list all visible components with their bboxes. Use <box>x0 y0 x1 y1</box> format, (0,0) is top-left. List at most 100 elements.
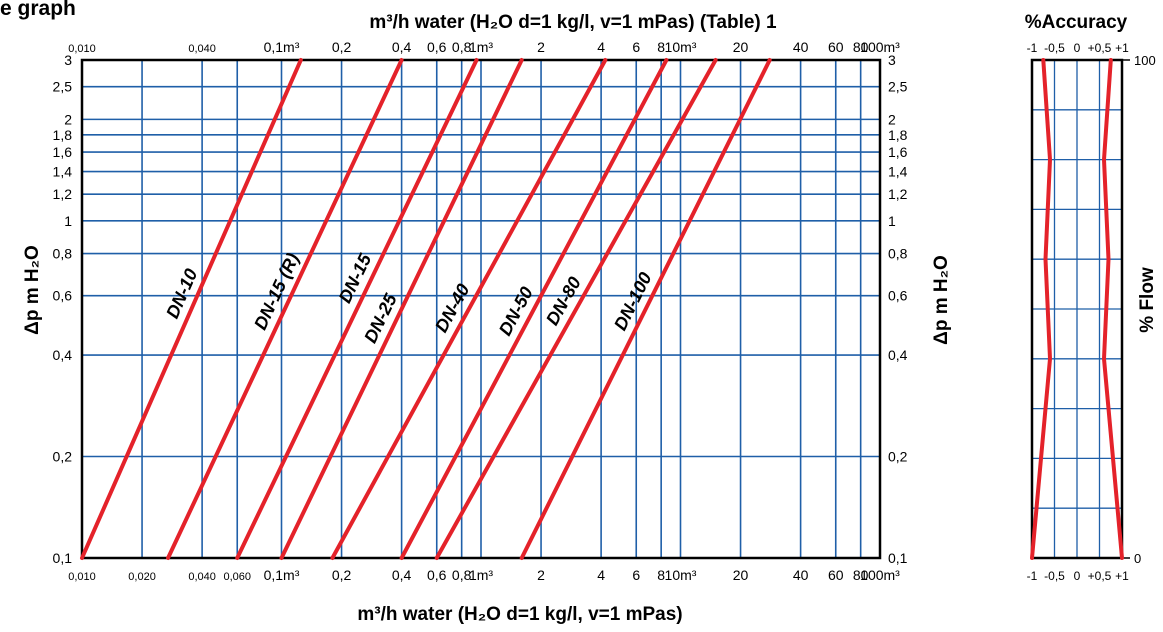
x-tick-label-bottom: 0,010 <box>68 571 96 583</box>
y-tick-label-left: 0,6 <box>53 288 73 304</box>
accuracy-y-tick-label: 0 <box>1134 551 1141 566</box>
series-label: DN-10 <box>162 266 201 322</box>
x-tick-label-top: 40 <box>793 39 809 55</box>
x-tick-label-bottom: 40 <box>793 567 809 583</box>
series-lines <box>80 58 772 560</box>
x-tick-label-bottom: 0,8 <box>452 567 472 583</box>
x-tick-label-bottom: 8 <box>657 567 665 583</box>
x-tick-label-bottom: 0,060 <box>223 571 251 583</box>
main-chart-title: m³/h water (H₂O d=1 kg/l, v=1 mPas) (Tab… <box>369 12 777 33</box>
accuracy-curve <box>1102 58 1124 560</box>
x-tick-label-top: 0,4 <box>392 39 412 55</box>
series-line <box>235 58 479 560</box>
tick-labels: 0,010 0,020 0,040 0,060 0,1m³ 0,2 0,4 0,6 0,81m³… <box>53 39 908 583</box>
x-tick-label-bottom: 0,2 <box>332 567 352 583</box>
x-tick-label-bottom: 0,6 <box>427 567 447 583</box>
x-tick-label-bottom: 0,040 <box>188 571 216 583</box>
x-tick-label-top: 8 <box>657 39 665 55</box>
x-tick-label-bottom: 6 <box>632 567 640 583</box>
series-line <box>399 58 669 560</box>
x-tick-label-top: 0,2 <box>332 39 352 55</box>
x-tick-label-bottom: 100m³ <box>860 567 900 583</box>
y-tick-label-right: 1,2 <box>888 186 908 202</box>
y-tick-label-right: 0,2 <box>888 449 908 465</box>
x-tick-label-top: 4 <box>597 39 605 55</box>
page-title-fragment: e graph <box>0 0 76 20</box>
y-tick-label-left: 2 <box>64 111 72 127</box>
y-tick-label-left: 1,2 <box>53 186 73 202</box>
accuracy-y-axis-label: % Flow <box>1137 267 1158 333</box>
grid <box>80 58 882 560</box>
y-tick-label-right: 3 <box>888 52 896 68</box>
y-tick-label-left: 0,4 <box>53 347 73 363</box>
x-tick-label-bottom: 0,020 <box>128 571 156 583</box>
series-line <box>279 58 524 560</box>
y-tick-label-right: 0,8 <box>888 246 908 262</box>
y-axis-label-left: Δp m H₂O <box>22 245 43 335</box>
y-tick-label-right: 2,5 <box>888 79 908 95</box>
x-tick-label-bottom: 20 <box>733 567 749 583</box>
y-tick-label-left: 1,6 <box>53 144 73 160</box>
x-tick-label-top: 60 <box>828 39 844 55</box>
x-tick-label-top: 0,1m³ <box>264 39 300 55</box>
x-tick-label-top: 100m³ <box>860 39 900 55</box>
x-tick-label-bottom: 1m³ <box>469 567 493 583</box>
y-tick-label-right: 2 <box>888 111 896 127</box>
x-tick-label-bottom: 0,4 <box>392 567 412 583</box>
y-axis-label-right: Δp m H₂O <box>931 255 952 345</box>
x-tick-label-top: 2 <box>537 39 545 55</box>
x-tick-label-bottom: 10m³ <box>665 567 697 583</box>
y-tick-label-right: 0,1 <box>888 550 908 566</box>
y-tick-label-right: 1,4 <box>888 164 908 180</box>
accuracy-x-tick-top: +0,5 <box>1088 41 1112 55</box>
y-tick-label-left: 0,2 <box>53 449 73 465</box>
plot-frame <box>80 58 882 560</box>
y-tick-label-left: 2,5 <box>53 79 73 95</box>
accuracy-x-tick-bottom: +0,5 <box>1088 569 1112 583</box>
series-line <box>434 58 718 560</box>
y-tick-label-left: 1 <box>64 213 72 229</box>
series-label: DN-25 <box>360 290 401 346</box>
x-tick-label-top: 0,8 <box>452 39 472 55</box>
y-tick-label-left: 1,4 <box>53 164 73 180</box>
series-line <box>80 58 303 560</box>
y-tick-label-left: 0,8 <box>53 246 73 262</box>
x-tick-label-bottom: 0,1m³ <box>264 567 300 583</box>
x-tick-label-top: 0,6 <box>427 39 447 55</box>
accuracy-y-tick-label: 100 <box>1134 53 1156 68</box>
x-tick-label-top: 0,040 <box>188 43 216 55</box>
x-tick-label-top: 1m³ <box>469 39 493 55</box>
x-tick-label-top: 80 <box>853 39 869 55</box>
x-tick-label-bottom: 60 <box>828 567 844 583</box>
x-tick-label-bottom: 2 <box>537 567 545 583</box>
x-tick-label-top: 20 <box>733 39 749 55</box>
y-tick-label-left: 1,8 <box>53 127 73 143</box>
y-tick-label-right: 1,8 <box>888 127 908 143</box>
y-tick-label-right: 0,4 <box>888 347 908 363</box>
y-tick-label-left: 0,1 <box>53 550 73 566</box>
series-line <box>166 58 404 560</box>
series-line <box>519 58 772 560</box>
x-tick-label-top: 0,010 <box>68 43 96 55</box>
accuracy-curve <box>1030 58 1052 560</box>
x-tick-label-bottom: 80 <box>853 567 869 583</box>
accuracy-frame <box>1030 58 1124 560</box>
x-tick-label-top: 6 <box>632 39 640 55</box>
series-line <box>330 58 608 560</box>
y-tick-label-right: 1 <box>888 213 896 229</box>
x-tick-label-bottom: 4 <box>597 567 605 583</box>
y-tick-label-left: 3 <box>64 52 72 68</box>
accuracy-x-tick-bottom: 0 <box>1074 569 1081 583</box>
accuracy-x-tick-top: -0,5 <box>1044 41 1065 55</box>
x-tick-label-top: 10m³ <box>665 39 697 55</box>
accuracy-x-tick-bottom: -1 <box>1027 569 1038 583</box>
y-tick-label-right: 1,6 <box>888 144 908 160</box>
accuracy-x-tick-top: 0 <box>1074 41 1081 55</box>
x-axis-label: m³/h water (H₂O d=1 kg/l, v=1 mPas) <box>357 604 682 625</box>
y-tick-label-right: 0,6 <box>888 288 908 304</box>
accuracy-x-tick-bottom: +1 <box>1115 569 1129 583</box>
accuracy-x-tick-top: -1 <box>1027 41 1038 55</box>
accuracy-x-tick-bottom: -0,5 <box>1044 569 1065 583</box>
